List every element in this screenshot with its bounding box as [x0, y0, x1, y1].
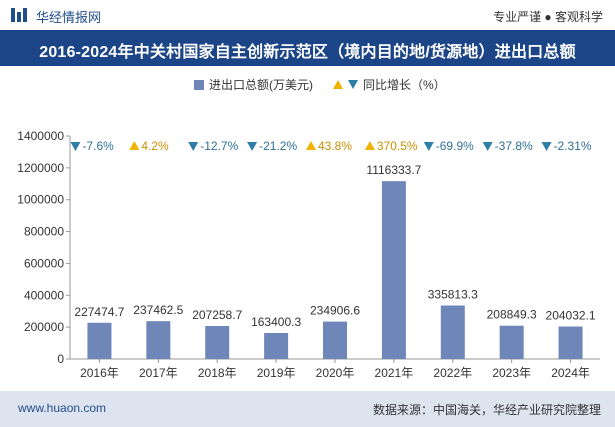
growth-label: -7.6% [82, 139, 114, 153]
x-tick-label: 2020年 [316, 366, 355, 380]
y-tick-label: 1200000 [17, 161, 64, 175]
legend: 进出口总额(万美元) 同比增长（%） [0, 76, 615, 94]
y-axis: 0 200000 400000 600000 800000 1000000 1200000 1… [17, 129, 71, 366]
growth-label: 370.5% [377, 139, 418, 153]
bar-value-label: 208849.3 [487, 308, 537, 322]
logo-icon [11, 8, 27, 22]
brand-name: 华经情报网 [36, 10, 102, 25]
bar [440, 305, 465, 359]
x-tick-label: 2018年 [198, 366, 237, 380]
x-tick-label: 2022年 [433, 366, 472, 380]
bar-value-label: 335813.3 [428, 288, 478, 302]
bars: 227474.7 237462.5 207258.7 163400.3 234906.6… [74, 163, 596, 359]
data-source: 数据来源：中国海关，华经产业研究院整理 [372, 403, 601, 417]
y-tick-label: 200000 [24, 320, 64, 334]
growth-up-marker [306, 141, 316, 150]
bar-swatch-icon [194, 79, 204, 90]
x-tick-label: 2024年 [551, 366, 590, 380]
growth-label: 4.2% [141, 139, 169, 153]
growth-down-marker [482, 142, 493, 151]
bar-value-label: 204032.1 [546, 309, 596, 323]
bar [205, 325, 230, 359]
top-bar: 华经情报网 专业严谨 ● 客观科学 [0, 0, 615, 30]
triangle-up-icon [333, 80, 343, 89]
bar-value-label: 234906.6 [310, 304, 360, 318]
bar-value-label: 163400.3 [251, 315, 301, 329]
bar [381, 181, 406, 359]
bar-value-label: 207258.7 [192, 308, 242, 322]
growth-label: -69.9% [436, 139, 474, 153]
triangle-down-icon [348, 80, 358, 89]
growth-label: -2.31% [554, 139, 592, 153]
growth-down-marker [70, 142, 81, 151]
growth-label: -37.8% [495, 139, 533, 153]
x-tick-label: 2021年 [375, 366, 414, 380]
bar [87, 322, 112, 359]
y-tick-label: 1000000 [17, 193, 64, 207]
legend-item-growth: 同比增长（%） [333, 76, 446, 93]
growth-label: -21.2% [259, 139, 297, 153]
growth-markers: -7.6% 4.2% -12.7% -21.2% 43.8% 370.5% -69.9% -3… [70, 139, 592, 153]
y-tick-label: 800000 [24, 225, 64, 239]
bar-chart: 0 200000 400000 600000 800000 1000000 1200000 1… [17, 129, 600, 380]
bar-value-label: 237462.5 [133, 303, 183, 317]
legend-label-total: 进出口总额(万美元) [209, 78, 313, 92]
bar [499, 325, 524, 359]
legend-item-total: 进出口总额(万美元) [194, 76, 313, 93]
bar [146, 321, 171, 359]
footer: www.huaon.com 数据来源：中国海关，华经产业研究院整理 [0, 391, 615, 427]
x-tick-label: 2023年 [492, 366, 531, 380]
growth-up-marker [364, 141, 375, 150]
y-tick-label: 600000 [24, 256, 64, 270]
growth-down-marker [247, 142, 258, 151]
growth-down-marker [423, 142, 434, 151]
x-axis: 2016年 2017年 2018年 2019年 2020年 2021年 2022年 2023年… [70, 358, 600, 380]
bar [558, 326, 583, 359]
y-tick-label: 0 [57, 352, 64, 366]
title-bar: 2016-2024年中关村国家自主创新示范区（境内目的地/货源地）进出口总额 [0, 30, 615, 66]
chart-title: 2016-2024年中关村国家自主创新示范区（境内目的地/货源地）进出口总额 [39, 44, 576, 61]
growth-label: 43.8% [318, 139, 352, 153]
x-tick-label: 2016年 [80, 366, 119, 380]
growth-label: -12.7% [200, 139, 238, 153]
y-tick-label: 1400000 [17, 129, 64, 143]
growth-down-marker [541, 142, 552, 151]
bar [323, 321, 347, 359]
x-tick-label: 2017年 [139, 366, 178, 380]
y-tick-label: 400000 [24, 288, 64, 302]
x-tick-label: 2019年 [257, 366, 296, 380]
growth-down-marker [188, 142, 199, 151]
legend-label-growth: 同比增长（%） [363, 78, 446, 92]
tagline: 专业严谨 ● 客观科学 [493, 10, 603, 24]
growth-up-marker [129, 141, 140, 150]
bar-value-label: 1116333.7 [366, 163, 421, 177]
website-link[interactable]: www.huaon.com [18, 401, 107, 415]
bar [264, 332, 289, 359]
bar-value-label: 227474.7 [74, 305, 124, 319]
